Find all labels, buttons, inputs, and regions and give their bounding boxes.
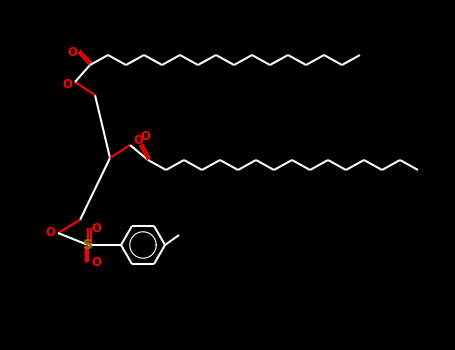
Text: O: O (45, 226, 55, 239)
Text: O: O (67, 46, 77, 58)
Text: O: O (140, 131, 150, 144)
Text: O: O (91, 222, 101, 235)
Text: O: O (91, 256, 101, 268)
Text: O: O (62, 77, 72, 91)
Text: S: S (83, 238, 93, 252)
Text: O: O (133, 133, 143, 147)
